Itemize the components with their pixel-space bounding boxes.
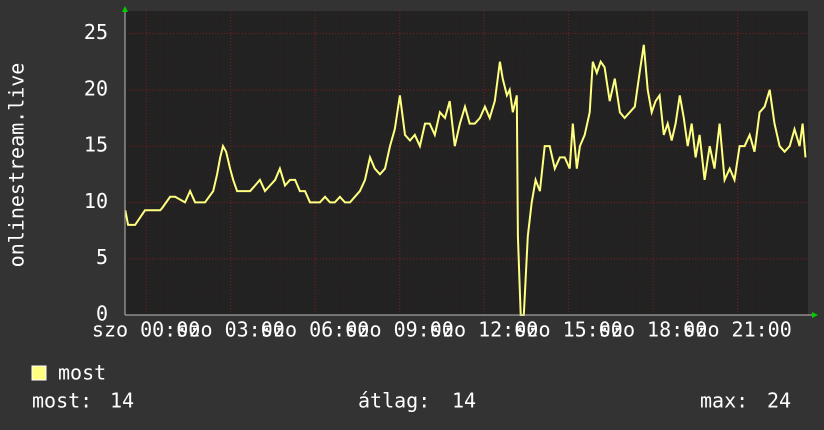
y-arrow <box>122 6 128 12</box>
stat-value: 14 <box>110 389 134 413</box>
x-tick-label: szo 03:00 <box>176 318 284 342</box>
data-line <box>124 44 807 316</box>
stat-label: max: <box>700 389 748 413</box>
y-axis-label: onlinestream.live <box>5 63 29 268</box>
x-tick-label: szo 06:00 <box>261 318 369 342</box>
y-tick-label: 10 <box>84 189 108 213</box>
stat-label: most: <box>32 389 92 413</box>
x-arrow <box>812 312 818 318</box>
y-tick-label: 25 <box>84 20 108 44</box>
x-tick-label: szo 15:00 <box>514 318 622 342</box>
y-tick-label: 0 <box>96 302 108 326</box>
x-tick-label: szo 12:00 <box>430 318 538 342</box>
legend-swatch <box>31 365 47 381</box>
y-tick-label: 20 <box>84 76 108 100</box>
x-tick-label: szo 00:00 <box>92 318 200 342</box>
y-tick-label: 15 <box>84 133 108 157</box>
x-tick-label: szo 09:00 <box>345 318 453 342</box>
stat-value: 14 <box>452 389 476 413</box>
x-tick-label: szo 21:00 <box>683 318 791 342</box>
stat-value: 24 <box>767 389 791 413</box>
stat-label: átlag: <box>358 389 430 413</box>
minor-grid <box>125 11 808 315</box>
y-tick-label: 5 <box>96 245 108 269</box>
plot <box>124 11 808 316</box>
x-tick-label: szo 18:00 <box>599 318 707 342</box>
legend-label: most <box>58 361 106 385</box>
